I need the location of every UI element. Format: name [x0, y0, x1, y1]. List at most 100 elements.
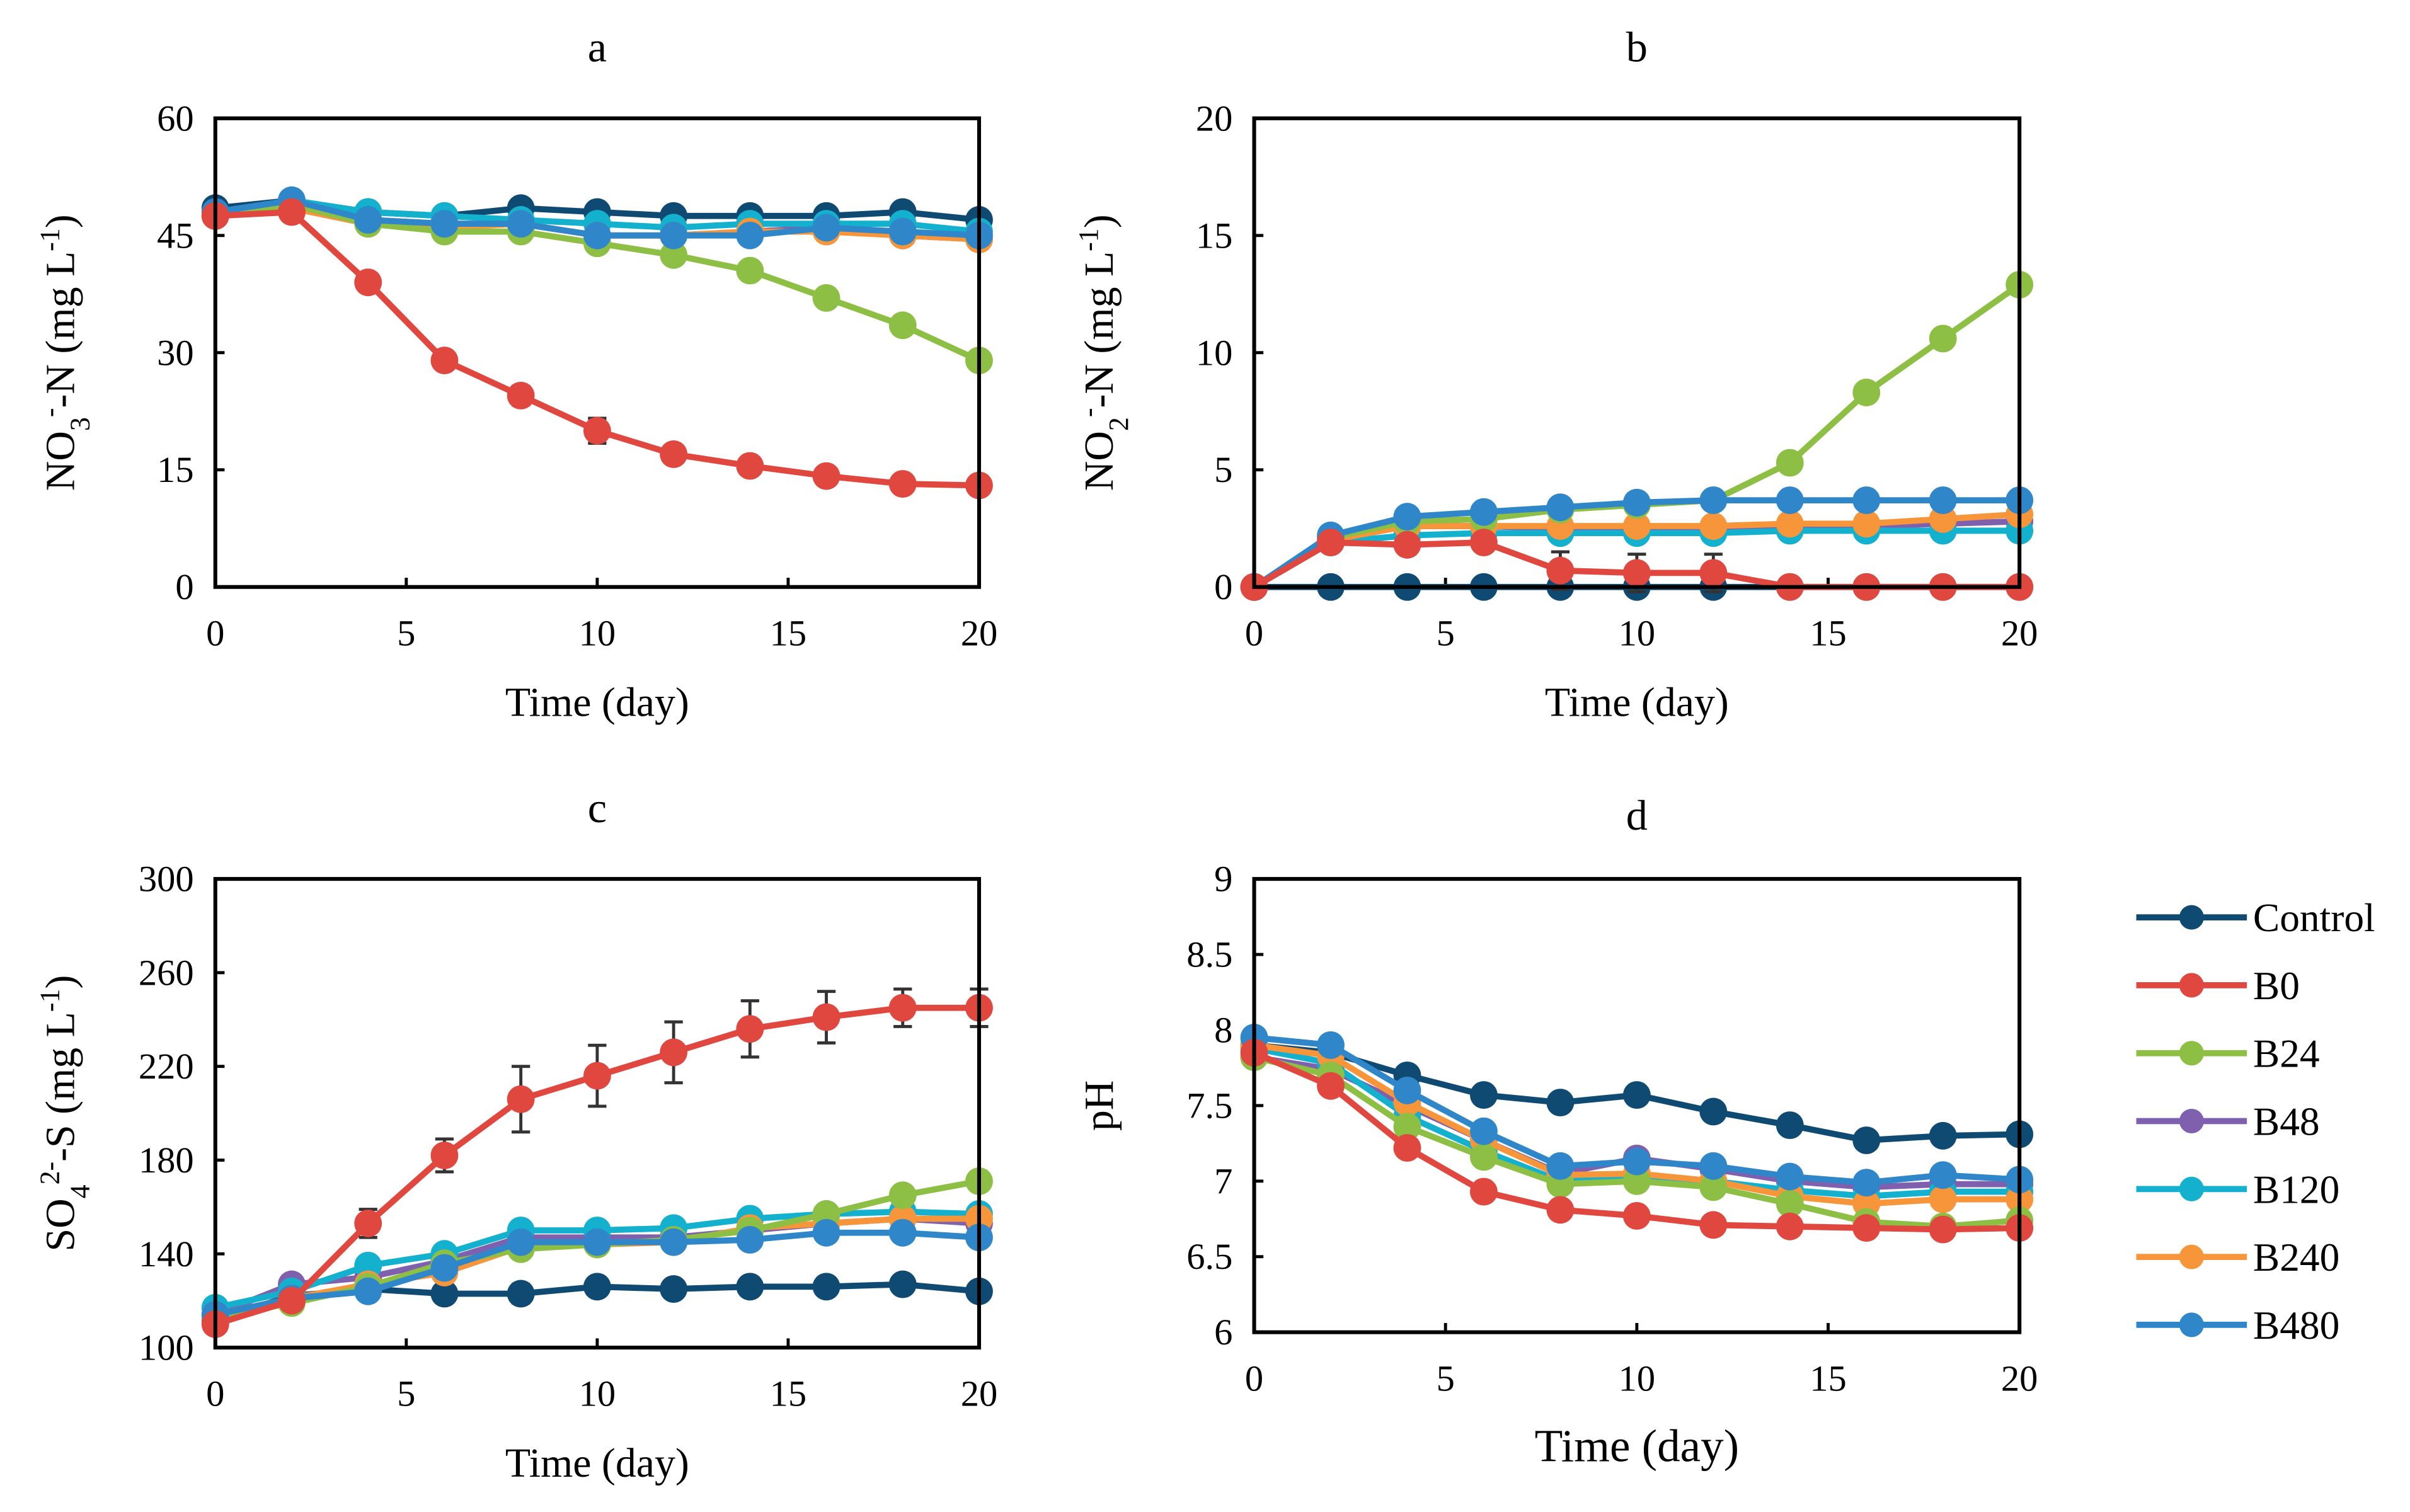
x-tick-label: 20: [2001, 1358, 2038, 1399]
panel-a: a 0 15 30 45 60 0 5 10 15 20 Time (day) NO3--N (mg L…: [35, 23, 997, 726]
data-point: [1546, 1152, 1575, 1180]
y-axis-label-part: ): [37, 975, 83, 989]
data-point: [354, 268, 382, 297]
plot-frame: [213, 116, 982, 589]
x-tick-label: 0: [206, 612, 224, 653]
data-point: [354, 1277, 382, 1305]
y-tick-label: 5: [1214, 449, 1232, 490]
data-point: [430, 1254, 459, 1282]
x-tick-label: 20: [2001, 612, 2038, 653]
y-tick-label: 300: [139, 859, 194, 900]
plot-frame: [213, 877, 982, 1350]
data-point: [1929, 324, 1957, 353]
y-tick-label: 140: [139, 1234, 194, 1274]
data-point: [278, 1286, 306, 1315]
plot-frame: [1252, 116, 2022, 589]
data-point: [888, 1270, 917, 1298]
y-axis-label-part: ): [37, 214, 83, 228]
legend-marker: [2179, 973, 2204, 998]
data-point: [1546, 1196, 1575, 1224]
data-point: [1776, 486, 1804, 515]
data-point: [507, 1280, 535, 1308]
y-axis-label-part: SO: [37, 1198, 83, 1251]
data-point: [1776, 1212, 1804, 1240]
data-point: [1776, 1111, 1804, 1140]
y-axis-label-part: NO: [1076, 431, 1122, 491]
y-tick-label: 180: [139, 1140, 194, 1181]
data-point: [812, 284, 841, 312]
y-axis-label-part: 3: [65, 417, 95, 431]
data-point: [1622, 512, 1651, 540]
plot-frame: [1252, 877, 2022, 1334]
data-point: [736, 452, 764, 480]
data-point: [1469, 1143, 1498, 1171]
data-point: [660, 1275, 688, 1303]
y-tick-label: 0: [175, 566, 193, 607]
data-point: [1393, 530, 1421, 559]
legend-label: B480: [2253, 1303, 2339, 1348]
x-tick-label: 15: [770, 1373, 807, 1414]
x-tick-label: 0: [206, 1373, 224, 1414]
y-axis-label: NO3--N (mg L-1): [35, 214, 95, 491]
data-point: [1622, 1202, 1651, 1230]
x-tick-label: 10: [1619, 612, 1656, 653]
data-point: [1622, 488, 1651, 517]
legend-marker: [2179, 1244, 2204, 1269]
y-tick-label: 8.5: [1186, 934, 1232, 975]
data-point: [888, 217, 917, 246]
y-axis-label-part: -: [1074, 408, 1104, 418]
legend-marker: [2179, 1176, 2204, 1201]
x-axis-label: Time (day): [505, 680, 689, 726]
y-axis-label-part: 2: [1104, 417, 1134, 431]
y-tick-label: 7: [1214, 1160, 1232, 1201]
data-point: [1776, 510, 1804, 538]
y-tick-label: 0: [1214, 566, 1232, 607]
data-point: [507, 381, 535, 410]
data-point: [1546, 556, 1575, 585]
data-point: [1317, 529, 1345, 556]
data-point: [1852, 379, 1881, 406]
data-point: [1852, 1214, 1881, 1242]
x-axis-label: Time (day): [1535, 1421, 1739, 1472]
series-B120: [201, 1198, 993, 1322]
data-point: [1929, 1121, 1957, 1150]
x-tick-label: 5: [1437, 1358, 1455, 1399]
data-point: [1852, 510, 1881, 538]
data-point: [1469, 1177, 1498, 1206]
data-point: [583, 1273, 611, 1301]
y-tick-label: 10: [1196, 332, 1233, 373]
x-tick-label: 10: [579, 1373, 616, 1414]
data-point: [1776, 449, 1804, 477]
y-tick-label: 7.5: [1186, 1085, 1232, 1126]
data-point: [812, 1218, 841, 1247]
x-tick-label: 5: [397, 612, 415, 653]
y-axis-label-part: -: [35, 408, 65, 418]
x-axis-label: Time (day): [1545, 680, 1729, 726]
x-tick-label: 15: [1810, 612, 1847, 653]
data-point: [1929, 1185, 1957, 1213]
legend-marker: [2179, 1109, 2204, 1134]
y-tick-label: 220: [139, 1046, 194, 1087]
data-point: [1622, 1081, 1651, 1109]
x-tick-label: 10: [1619, 1358, 1656, 1399]
data-point: [1393, 1113, 1421, 1141]
y-tick-label: 100: [139, 1327, 194, 1368]
y-axis-label: SO42--S (mg L-1): [35, 975, 95, 1252]
y-axis-label-part: -1: [35, 228, 65, 251]
x-tick-label: 0: [1245, 1358, 1263, 1399]
panel-b: b 0 5 10 15 20 0 5 10 15 20 Time (day) NO2--N (mg L-…: [1074, 23, 2038, 726]
legend-entry-B0: B0: [2136, 963, 2300, 1008]
legend-entry-B120: B120: [2136, 1167, 2339, 1211]
series-B0: [1240, 529, 2034, 601]
x-axis-label: Time (day): [505, 1440, 689, 1486]
data-point: [1622, 1167, 1651, 1195]
data-point: [1469, 498, 1498, 526]
legend: Control B0 B24 B48 B120 B240 B480: [2136, 895, 2375, 1348]
y-axis-label-part: 4: [65, 1184, 95, 1198]
data-point: [660, 241, 688, 269]
data-point: [1317, 1072, 1345, 1100]
data-point: [888, 994, 917, 1022]
y-axis-label-part: -1: [1074, 228, 1104, 251]
x-tick-label: 20: [961, 612, 998, 653]
